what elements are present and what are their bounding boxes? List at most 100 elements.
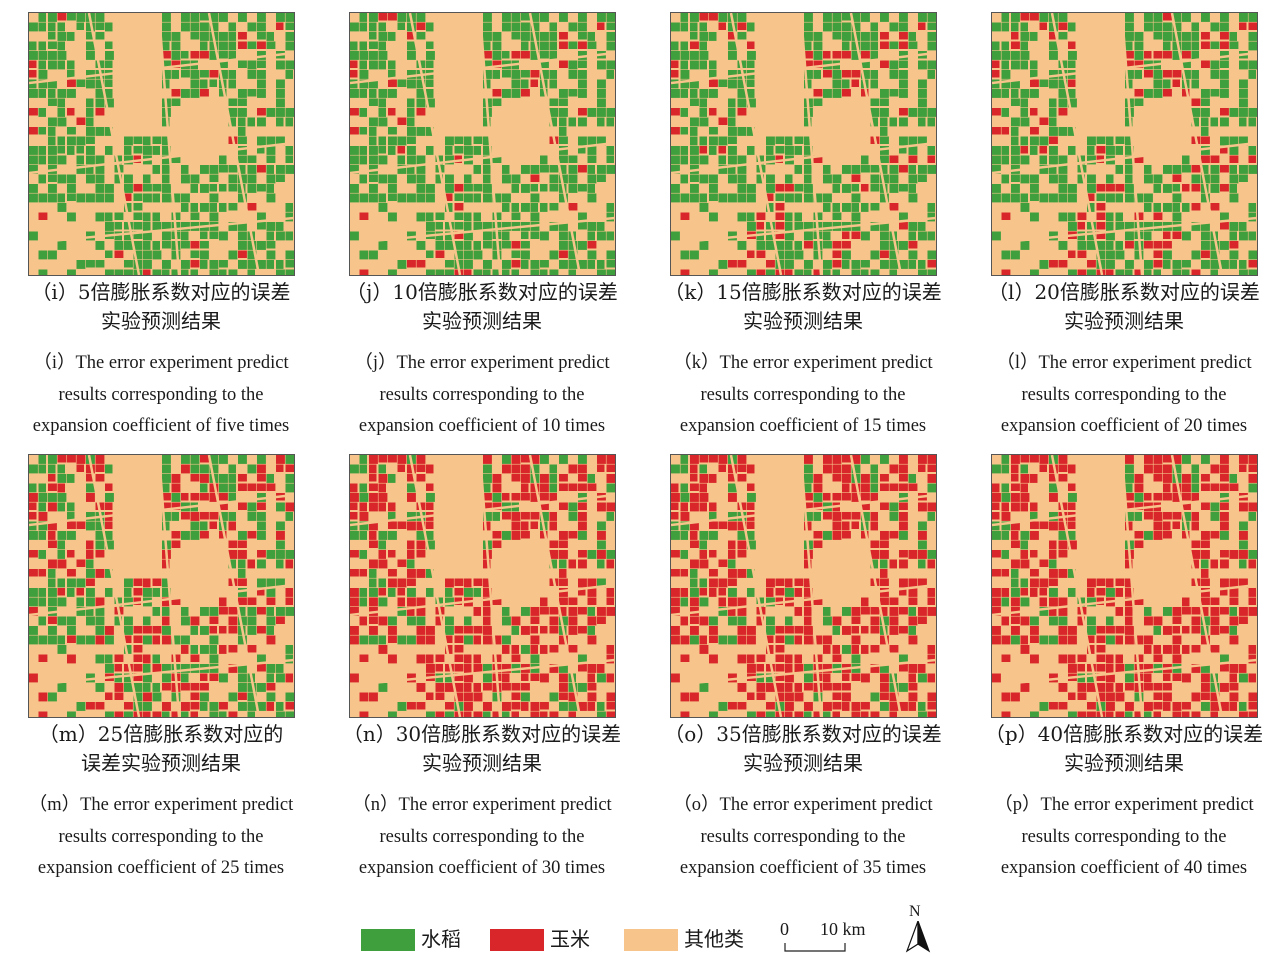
map-cell	[597, 136, 606, 146]
map-cell	[785, 702, 794, 711]
map-cell	[823, 174, 832, 184]
map-cell	[219, 32, 228, 41]
map-cell	[992, 165, 1001, 174]
map-cell	[1125, 521, 1133, 531]
map-cell	[378, 531, 388, 540]
map-cell	[67, 146, 75, 155]
map-cell	[162, 493, 171, 501]
map-cell	[483, 222, 492, 231]
map-cell	[95, 521, 105, 531]
map-cell	[388, 60, 396, 70]
map-cell	[1220, 578, 1229, 588]
map-cell	[257, 222, 266, 230]
map-cell	[1087, 231, 1096, 241]
map-cell	[171, 531, 181, 539]
map-cell	[606, 146, 614, 155]
map-cell	[737, 165, 747, 174]
map-cell	[540, 531, 548, 539]
map-cell	[559, 13, 568, 22]
map-cell	[483, 184, 492, 193]
map-cell	[587, 174, 597, 184]
map-cell	[1163, 626, 1172, 635]
map-cell	[1096, 578, 1106, 586]
map-cell	[511, 711, 519, 717]
map-cell	[728, 70, 737, 79]
map-cell	[209, 607, 219, 616]
map-cell	[1011, 193, 1020, 203]
map-cell	[105, 483, 113, 491]
map-cell	[1039, 455, 1049, 464]
map-cell	[511, 683, 521, 691]
map-cell	[1134, 250, 1144, 260]
map-cell	[918, 521, 927, 531]
map-cell	[171, 89, 181, 97]
map-cell	[397, 607, 407, 616]
map-cell	[775, 626, 785, 634]
map-cell	[889, 203, 899, 211]
map-cell	[899, 41, 908, 49]
map-cell	[1182, 165, 1191, 173]
map-cell	[559, 222, 568, 231]
map-cell	[1020, 683, 1030, 692]
map-cell	[67, 174, 76, 184]
map-cell	[766, 635, 774, 643]
map-cell	[728, 117, 736, 127]
map-cell	[880, 250, 889, 258]
map-cell	[992, 79, 1000, 89]
map-cell	[1229, 231, 1237, 241]
map-cell	[1163, 692, 1172, 702]
map-cell	[181, 607, 189, 616]
map-cell	[350, 512, 358, 520]
map-cell	[238, 13, 247, 22]
map-cell	[1058, 127, 1068, 136]
map-cell	[1058, 79, 1068, 89]
map-cell	[473, 136, 483, 144]
map-cell	[540, 260, 549, 268]
map-cell	[407, 117, 415, 127]
map-cell	[247, 117, 255, 127]
map-cell	[1030, 60, 1038, 70]
map-cell	[171, 692, 181, 702]
map-cell	[992, 89, 1001, 98]
map-cell	[1001, 464, 1009, 474]
map-cell	[606, 231, 614, 241]
map-cell	[775, 597, 783, 605]
map-cell	[578, 588, 586, 596]
map-cell	[359, 60, 367, 70]
map-cell	[1220, 559, 1229, 569]
map-cell	[1049, 607, 1057, 616]
caption-english-line: （n）The error experiment predict	[352, 795, 612, 815]
map-cell	[1191, 692, 1201, 702]
map-cell	[38, 60, 46, 70]
map-cell	[559, 578, 568, 586]
map-cell	[718, 79, 728, 87]
map-cell	[568, 260, 578, 269]
map-cell	[1087, 203, 1095, 212]
map-cell	[416, 241, 426, 250]
map-cell	[690, 155, 699, 165]
map-cell	[162, 32, 171, 41]
map-cell	[86, 260, 95, 268]
map-cell	[1134, 155, 1144, 163]
map-cell	[359, 22, 367, 32]
map-cell	[794, 711, 804, 717]
map-cell	[1172, 22, 1182, 32]
map-cell	[737, 683, 747, 692]
legend-swatch-rice	[361, 929, 415, 951]
map-cell	[587, 165, 595, 174]
map-graphic	[29, 455, 294, 717]
map-cell	[908, 683, 918, 691]
map-cell	[464, 222, 472, 231]
map-cell	[709, 474, 717, 483]
map-cell	[238, 241, 247, 250]
map-cell	[832, 531, 842, 540]
map-cell	[276, 174, 285, 182]
map-cell	[29, 231, 38, 241]
map-cell	[38, 512, 48, 521]
map-cell	[587, 231, 595, 241]
map-cell	[1182, 493, 1191, 501]
map-cell	[124, 578, 133, 588]
map-cell	[1153, 70, 1163, 79]
map-cell	[918, 108, 927, 117]
map-cell	[880, 664, 889, 673]
